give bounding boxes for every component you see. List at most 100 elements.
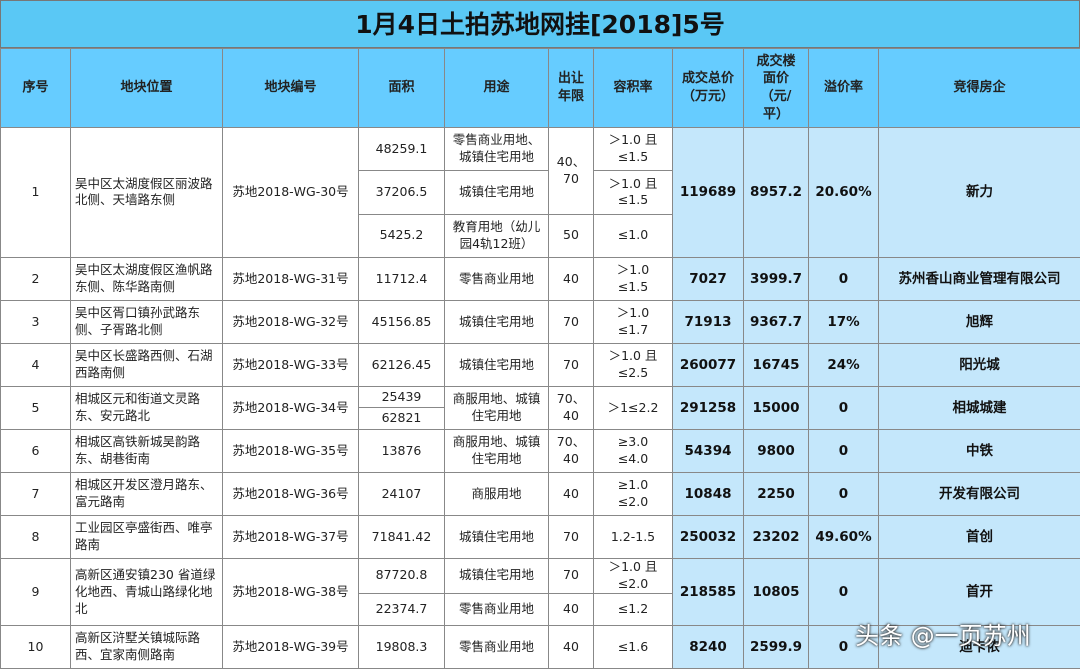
- deal-total: 260077: [673, 343, 744, 386]
- land-use: 城镇住宅用地: [445, 300, 549, 343]
- parcel-code: 苏地2018-WG-39号: [223, 626, 359, 669]
- lease-years: 70、 40: [549, 429, 594, 472]
- land-use: 城镇住宅用地: [445, 515, 549, 558]
- deal-total: 10848: [673, 472, 744, 515]
- plot-ratio: ＞1.0 且 ≤2.0: [594, 558, 673, 593]
- land-use: 商服用地: [445, 472, 549, 515]
- deal-total: 8240: [673, 626, 744, 669]
- land-use: 零售商业用地: [445, 626, 549, 669]
- land-use: 商服用地、城镇住宅用地: [445, 386, 549, 429]
- land-use: 零售商业用地: [445, 593, 549, 626]
- header-cell: 溢价率: [809, 49, 879, 128]
- area: 37206.5: [359, 171, 445, 214]
- lease-years: 40: [549, 626, 594, 669]
- area: 48259.1: [359, 128, 445, 171]
- lease-years: 50: [549, 214, 594, 257]
- winning-developer: 开发有限公司: [879, 472, 1080, 515]
- parcel-location: 高新区通安镇230 省道绿化地西、青城山路绿化地北: [71, 558, 223, 625]
- floor-price: 2250: [744, 472, 809, 515]
- row-number: 4: [1, 343, 71, 386]
- premium-rate: 49.60%: [809, 515, 879, 558]
- lease-years: 70: [549, 558, 594, 593]
- premium-rate: 0: [809, 429, 879, 472]
- header-cell: 地块位置: [71, 49, 223, 128]
- area: 19808.3: [359, 626, 445, 669]
- plot-ratio: ＞1.0 ≤1.7: [594, 300, 673, 343]
- area: 25439: [359, 386, 445, 408]
- parcel-code: 苏地2018-WG-33号: [223, 343, 359, 386]
- area: 11712.4: [359, 257, 445, 300]
- premium-rate: 17%: [809, 300, 879, 343]
- land-use: 城镇住宅用地: [445, 558, 549, 593]
- floor-price: 16745: [744, 343, 809, 386]
- row-number: 8: [1, 515, 71, 558]
- land-use: 零售商业用地、城镇住宅用地: [445, 128, 549, 171]
- premium-rate: 0: [809, 386, 879, 429]
- parcel-code: 苏地2018-WG-38号: [223, 558, 359, 625]
- winning-developer: 苏州香山商业管理有限公司: [879, 257, 1080, 300]
- plot-ratio: ≥1.0 ≤2.0: [594, 472, 673, 515]
- parcel-code: 苏地2018-WG-35号: [223, 429, 359, 472]
- area: 13876: [359, 429, 445, 472]
- row-number: 5: [1, 386, 71, 429]
- lease-years: 40: [549, 257, 594, 300]
- area: 87720.8: [359, 558, 445, 593]
- winning-developer: 新力: [879, 128, 1080, 258]
- premium-rate: 24%: [809, 343, 879, 386]
- header-cell: 用途: [445, 49, 549, 128]
- row-number: 2: [1, 257, 71, 300]
- floor-price: 9800: [744, 429, 809, 472]
- plot-ratio: 1.2-1.5: [594, 515, 673, 558]
- plot-ratio: ≥3.0 ≤4.0: [594, 429, 673, 472]
- parcel-code: 苏地2018-WG-31号: [223, 257, 359, 300]
- premium-rate: 0: [809, 472, 879, 515]
- row-number: 1: [1, 128, 71, 258]
- row-number: 6: [1, 429, 71, 472]
- lease-years: 70、 40: [549, 386, 594, 429]
- land-use: 零售商业用地: [445, 257, 549, 300]
- winning-developer: 阳光城: [879, 343, 1080, 386]
- header-cell: 面积: [359, 49, 445, 128]
- header-cell: 成交楼 面价 （元/ 平）: [744, 49, 809, 128]
- parcel-location: 吴中区太湖度假区丽波路北侧、天墙路东侧: [71, 128, 223, 258]
- table-title: 1月4日土拍苏地网挂[2018]5号: [0, 0, 1080, 48]
- parcel-location: 吴中区长盛路西侧、石湖西路南侧: [71, 343, 223, 386]
- deal-total: 218585: [673, 558, 744, 625]
- floor-price: 3999.7: [744, 257, 809, 300]
- parcel-location: 吴中区胥口镇孙武路东侧、子胥路北侧: [71, 300, 223, 343]
- winning-developer: 中铁: [879, 429, 1080, 472]
- lease-years: 40: [549, 593, 594, 626]
- premium-rate: 0: [809, 257, 879, 300]
- parcel-code: 苏地2018-WG-30号: [223, 128, 359, 258]
- floor-price: 15000: [744, 386, 809, 429]
- land-auction-table: 序号地块位置地块编号面积用途出让 年限容积率成交总价 （万元）成交楼 面价 （元…: [0, 48, 1080, 669]
- winning-developer: 旭辉: [879, 300, 1080, 343]
- plot-ratio: ＞1.0 且 ≤1.5: [594, 171, 673, 214]
- winning-developer: 首创: [879, 515, 1080, 558]
- parcel-location: 相城区高铁新城吴韵路东、胡巷街南: [71, 429, 223, 472]
- floor-price: 9367.7: [744, 300, 809, 343]
- area: 71841.42: [359, 515, 445, 558]
- parcel-location: 高新区浒墅关镇城际路西、宜家南侧路南: [71, 626, 223, 669]
- plot-ratio: ＞1.0 且 ≤2.5: [594, 343, 673, 386]
- header-cell: 容积率: [594, 49, 673, 128]
- header-row: 序号地块位置地块编号面积用途出让 年限容积率成交总价 （万元）成交楼 面价 （元…: [1, 49, 1080, 128]
- parcel-location: 相城区开发区澄月路东、富元路南: [71, 472, 223, 515]
- deal-total: 71913: [673, 300, 744, 343]
- header-cell: 成交总价 （万元）: [673, 49, 744, 128]
- floor-price: 23202: [744, 515, 809, 558]
- parcel-code: 苏地2018-WG-37号: [223, 515, 359, 558]
- area: 45156.85: [359, 300, 445, 343]
- lease-years: 70: [549, 515, 594, 558]
- parcel-location: 工业园区亭盛街西、唯亭路南: [71, 515, 223, 558]
- parcel-code: 苏地2018-WG-36号: [223, 472, 359, 515]
- land-use: 教育用地（幼儿园4轨12班）: [445, 214, 549, 257]
